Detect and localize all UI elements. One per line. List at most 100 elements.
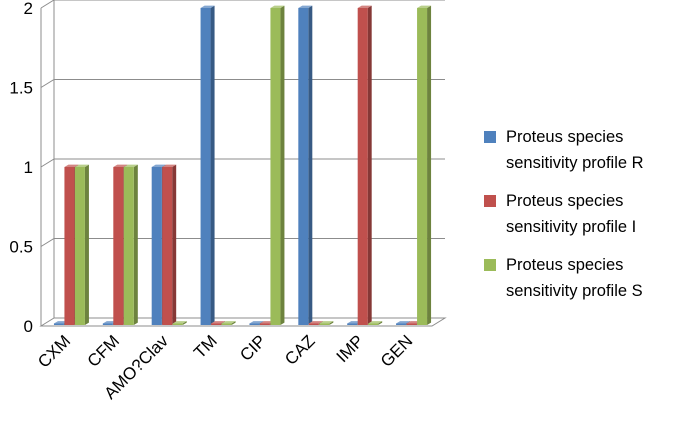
bar-top: [64, 164, 79, 167]
bar-side: [378, 321, 383, 325]
x-tick-label-4: CIP: [236, 331, 269, 364]
chart-walls: [39, 0, 447, 327]
gridlines: [40, 0, 445, 247]
bar-side: [84, 164, 89, 325]
bar-front: [123, 167, 134, 325]
bar-side: [182, 321, 187, 325]
bar-AMO?Clav-2: [172, 321, 187, 325]
bar-front: [270, 8, 281, 325]
bar-CAZ-0: [298, 5, 313, 325]
bar-front: [368, 323, 379, 325]
bar-front: [298, 8, 309, 325]
y-tick-label-1: 0.5: [9, 238, 33, 257]
bar-front: [319, 323, 330, 325]
bar-side: [231, 321, 236, 325]
bar-CAZ-2: [319, 321, 334, 325]
y-tick-label-3: 1.5: [9, 79, 33, 98]
bar-side: [329, 321, 334, 325]
legend-label-i-line2: sensitivity profile I: [506, 218, 637, 236]
bar-front: [162, 167, 173, 325]
bar-front: [211, 323, 222, 325]
bar-side: [367, 5, 372, 325]
y-tick-label-0: 0: [24, 317, 33, 336]
bar-IMP-2: [368, 321, 383, 325]
bar-front: [249, 323, 260, 325]
legend-swatch-r: [484, 131, 496, 143]
legend-item-r: Proteus species sensitivity profile R: [484, 124, 684, 176]
bar-side: [308, 5, 313, 325]
bar-front: [151, 167, 162, 325]
x-tick-label-0: CXM: [34, 331, 74, 371]
bar-top: [249, 321, 264, 324]
bar-IMP-1: [357, 5, 372, 325]
bar-side: [280, 5, 285, 325]
bar-CXM-2: [74, 164, 89, 325]
bar-top: [151, 164, 166, 167]
x-tick-label-1: CFM: [84, 331, 123, 370]
bar-top: [123, 164, 138, 167]
gridline-2: [40, 158, 445, 168]
bar-front: [406, 323, 417, 325]
bar-TM-2: [221, 321, 236, 325]
legend-swatch-s: [484, 259, 496, 271]
bar-AMO?Clav-1: [162, 164, 177, 325]
legend-item-i: Proteus species sensitivity profile I: [484, 188, 684, 240]
legend: Proteus species sensitivity profile R Pr…: [484, 124, 684, 316]
gridline-4: [40, 0, 445, 9]
legend-label-r-line1: Proteus species: [506, 128, 624, 146]
bar-top: [368, 321, 383, 324]
gridline-3: [40, 79, 445, 88]
bar-top: [270, 5, 285, 8]
bar-front: [64, 167, 75, 325]
bar-top: [221, 321, 236, 324]
bar-front: [357, 8, 368, 325]
bar-side: [210, 5, 215, 325]
bar-front: [221, 323, 232, 325]
floor: [39, 317, 447, 327]
back-wall-top: [41, 0, 445, 8]
bars: [53, 5, 432, 325]
bar-top: [172, 321, 187, 324]
bar-top: [357, 5, 372, 8]
bar-front: [53, 323, 64, 325]
legend-label-s-line2: sensitivity profile S: [506, 282, 643, 300]
bar-side: [172, 164, 177, 325]
bar-front: [200, 8, 211, 325]
y-axis-ticks: 0 0.5 1 1.5 2: [9, 0, 33, 336]
bar-TM-0: [200, 5, 215, 325]
bar-front: [172, 323, 183, 325]
bar-front: [74, 167, 85, 325]
bar-side: [427, 5, 432, 325]
legend-swatch-i: [484, 195, 496, 207]
bar-top: [417, 5, 432, 8]
bar-top: [200, 5, 215, 8]
bar-front: [347, 323, 358, 325]
gridline-1: [40, 238, 445, 247]
bar-front: [396, 323, 407, 325]
bar-top: [162, 164, 177, 167]
bar-front: [113, 167, 124, 325]
x-tick-label-3: TM: [190, 331, 221, 362]
legend-item-s: Proteus species sensitivity profile S: [484, 252, 684, 304]
bar-side: [133, 164, 138, 325]
y-tick-label-4: 2: [24, 0, 33, 18]
x-tick-label-5: CAZ: [281, 331, 318, 368]
legend-label-s-line1: Proteus species: [506, 256, 624, 274]
bar-CFM-2: [123, 164, 138, 325]
bar-top: [211, 321, 226, 324]
bar-top: [308, 321, 323, 324]
bar-front: [417, 8, 428, 325]
bar-front: [259, 323, 270, 325]
x-tick-label-6: IMP: [333, 331, 368, 366]
bar-front: [102, 323, 113, 325]
bar-CIP-2: [270, 5, 285, 325]
bar-GEN-2: [417, 5, 432, 325]
legend-label-i-line1: Proteus species: [506, 192, 624, 210]
bar-top: [298, 5, 313, 8]
bar-top: [74, 164, 89, 167]
x-tick-label-7: GEN: [377, 331, 416, 370]
bar-top: [396, 321, 411, 324]
bar-top: [319, 321, 334, 324]
